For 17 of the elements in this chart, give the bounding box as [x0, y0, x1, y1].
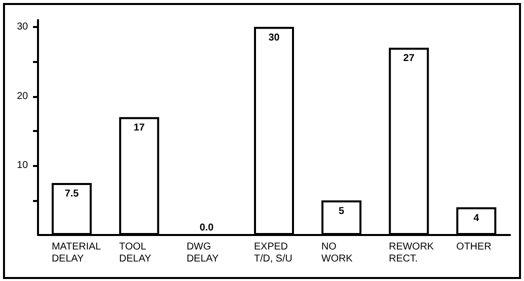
x-tick-label: DWG DELAY [186, 242, 219, 264]
data-label: 5 [338, 206, 345, 217]
data-label: 30 [268, 32, 280, 44]
x-tick-label: MATERIAL DELAY [52, 242, 102, 264]
data-label: 7.5 [64, 188, 80, 200]
y-tick-label: 10 [16, 160, 28, 172]
data-label: 4 [474, 212, 480, 224]
data-label: 0.0 [200, 222, 214, 234]
x-tick-label: NO WORK [321, 242, 353, 264]
x-tick-label: OTHER [456, 242, 492, 252]
x-tick-label: TOOL DELAY [119, 242, 152, 264]
data-label: 27 [403, 53, 415, 64]
y-tick-label: 30 [16, 21, 28, 32]
data-label: 17 [134, 122, 146, 134]
y-tick-label: 20 [16, 90, 28, 102]
x-tick-label: EXPED T/D, S/U [254, 242, 292, 264]
x-tick-label: REWORK RECT. [388, 242, 434, 264]
